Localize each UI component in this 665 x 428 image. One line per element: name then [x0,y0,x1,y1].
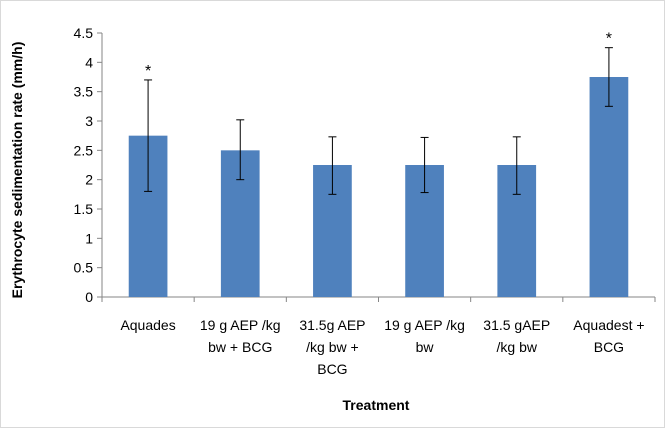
x-category-label: Aquades [120,317,175,333]
significance-marker: * [145,63,151,80]
x-category-label: bw [416,339,435,355]
x-category-label: bw + BCG [208,339,272,355]
x-category-label: /kg bw + [306,339,359,355]
x-category-label: Aquadest + [573,317,644,333]
x-category-label: BCG [317,361,347,377]
x-axis-title: Treatment [343,397,410,413]
y-tick-label: 4.5 [74,25,94,41]
y-tick-label: 3.5 [74,84,94,100]
bar [589,77,629,297]
plot-area: 0 0.5 1 1.5 2 2.5 3 3.5 4 4.5 * Aquades 19 g AEP /kg… [74,25,656,377]
y-tick-label: 4 [85,54,93,70]
x-category-label: 31.5 gAEP [483,317,550,333]
x-category-label: 19 g AEP /kg [200,317,281,333]
y-tick-label: 2.5 [74,142,94,158]
y-tick-label: 3 [85,113,93,129]
x-category-label: 19 g AEP /kg [384,317,465,333]
x-category-label: BCG [594,339,624,355]
y-axis-title: Erythrocyte sedimentation rate (mm/h) [9,42,25,299]
y-tick-label: 2 [85,172,93,188]
x-category-label: 31.5g AEP [299,317,365,333]
x-category-label: /kg bw [497,339,538,355]
y-tick-label: 1.5 [74,201,94,217]
y-tick-label: 0.5 [74,260,94,276]
significance-marker: * [606,31,612,48]
y-tick-label: 0 [85,289,93,305]
y-tick-label: 1 [85,230,93,246]
